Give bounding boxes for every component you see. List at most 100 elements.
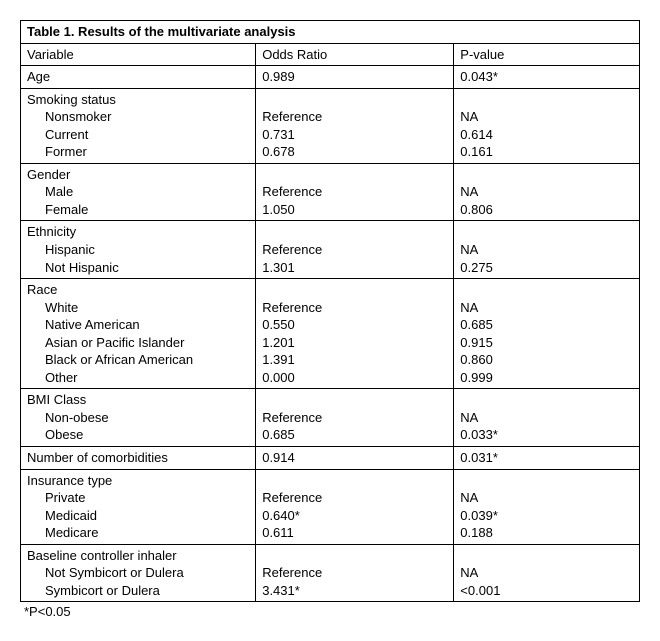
value-p: NA	[460, 184, 478, 199]
header-odds-ratio: Odds Ratio	[256, 43, 454, 66]
value-p: 0.806	[460, 202, 493, 217]
value-or: Reference	[262, 490, 322, 505]
group-label: Ethnicity	[27, 224, 76, 239]
sub-label: Obese	[45, 427, 83, 442]
value-or: 1.391	[262, 352, 295, 367]
value-p: 0.188	[460, 525, 493, 540]
value-p: 0.275	[460, 260, 493, 275]
cell-p: NA 0.275	[454, 221, 640, 279]
sub-label: Current	[45, 127, 88, 142]
group-label: BMI Class	[27, 392, 86, 407]
row-age: Age 0.989 0.043*	[21, 66, 640, 89]
value-or: Reference	[262, 300, 322, 315]
sub-label: Female	[45, 202, 88, 217]
value-p: 0.039*	[460, 508, 498, 523]
sub-label: Medicaid	[45, 508, 97, 523]
cell-variable: Race White Native American Asian or Paci…	[21, 279, 256, 389]
value-or: 0.640*	[262, 508, 300, 523]
cell-p: NA 0.806	[454, 163, 640, 221]
value-or: 0.731	[262, 127, 295, 142]
row-gender: Gender Male Female Reference 1.050 NA 0.…	[21, 163, 640, 221]
value-p: NA	[460, 242, 478, 257]
value-p: <0.001	[460, 583, 500, 598]
group-label: Insurance type	[27, 473, 112, 488]
cell-variable: Age	[21, 66, 256, 89]
sub-label: Other	[45, 370, 78, 385]
sub-label: White	[45, 300, 78, 315]
sub-label: Black or African American	[45, 352, 193, 367]
value-p: 0.685	[460, 317, 493, 332]
table-title: Table 1. Results of the multivariate ana…	[21, 21, 640, 44]
row-ethnicity: Ethnicity Hispanic Not Hispanic Referenc…	[21, 221, 640, 279]
value-or: Reference	[262, 109, 322, 124]
cell-or: Reference 0.731 0.678	[256, 88, 454, 163]
cell-or: Reference 0.640* 0.611	[256, 469, 454, 544]
value-p: 0.860	[460, 352, 493, 367]
value-or: Reference	[262, 565, 322, 580]
sub-label: Native American	[45, 317, 140, 332]
sub-label: Not Hispanic	[45, 260, 119, 275]
cell-or: Reference 3.431*	[256, 544, 454, 602]
header-variable: Variable	[21, 43, 256, 66]
value-or: 0.550	[262, 317, 295, 332]
cell-variable: Number of comorbidities	[21, 447, 256, 470]
cell-or: Reference 1.301	[256, 221, 454, 279]
row-bmi: BMI Class Non-obese Obese Reference 0.68…	[21, 389, 640, 447]
cell-p: NA 0.685 0.915 0.860 0.999	[454, 279, 640, 389]
row-race: Race White Native American Asian or Paci…	[21, 279, 640, 389]
sub-label: Male	[45, 184, 73, 199]
cell-p: 0.043*	[454, 66, 640, 89]
cell-or: Reference 0.550 1.201 1.391 0.000	[256, 279, 454, 389]
row-comorbidities: Number of comorbidities 0.914 0.031*	[21, 447, 640, 470]
value-or: 1.201	[262, 335, 295, 350]
cell-variable: BMI Class Non-obese Obese	[21, 389, 256, 447]
sub-label: Non-obese	[45, 410, 109, 425]
cell-p: NA 0.033*	[454, 389, 640, 447]
table-footnote: *P<0.05	[20, 602, 640, 621]
value-or: 3.431*	[262, 583, 300, 598]
value-p: 0.033*	[460, 427, 498, 442]
value-p: 0.161	[460, 144, 493, 159]
sub-label: Asian or Pacific Islander	[45, 335, 184, 350]
sub-label: Medicare	[45, 525, 98, 540]
value-p: NA	[460, 410, 478, 425]
cell-variable: Smoking status Nonsmoker Current Former	[21, 88, 256, 163]
value-p: 0.999	[460, 370, 493, 385]
cell-or: 0.914	[256, 447, 454, 470]
value-p: NA	[460, 490, 478, 505]
sub-label: Symbicort or Dulera	[45, 583, 160, 598]
cell-p: NA 0.039* 0.188	[454, 469, 640, 544]
cell-or: Reference 1.050	[256, 163, 454, 221]
cell-p: NA <0.001	[454, 544, 640, 602]
sub-label: Former	[45, 144, 87, 159]
value-or: 0.611	[262, 525, 294, 540]
header-pvalue: P-value	[454, 43, 640, 66]
cell-or: 0.989	[256, 66, 454, 89]
row-inhaler: Baseline controller inhaler Not Symbicor…	[21, 544, 640, 602]
value-or: 1.050	[262, 202, 295, 217]
value-or: Reference	[262, 184, 322, 199]
value-p: 0.614	[460, 127, 493, 142]
value-or: 0.000	[262, 370, 295, 385]
group-label: Gender	[27, 167, 70, 182]
value-p: 0.915	[460, 335, 493, 350]
cell-variable: Baseline controller inhaler Not Symbicor…	[21, 544, 256, 602]
group-label: Smoking status	[27, 92, 116, 107]
row-smoking: Smoking status Nonsmoker Current Former …	[21, 88, 640, 163]
value-or: Reference	[262, 410, 322, 425]
value-or: 1.301	[262, 260, 295, 275]
cell-p: 0.031*	[454, 447, 640, 470]
results-table: Table 1. Results of the multivariate ana…	[20, 20, 640, 602]
sub-label: Nonsmoker	[45, 109, 111, 124]
cell-variable: Ethnicity Hispanic Not Hispanic	[21, 221, 256, 279]
group-label: Race	[27, 282, 57, 297]
cell-or: Reference 0.685	[256, 389, 454, 447]
cell-p: NA 0.614 0.161	[454, 88, 640, 163]
value-p: NA	[460, 109, 478, 124]
value-or: 0.685	[262, 427, 295, 442]
row-insurance: Insurance type Private Medicaid Medicare…	[21, 469, 640, 544]
cell-variable: Insurance type Private Medicaid Medicare	[21, 469, 256, 544]
value-p: NA	[460, 565, 478, 580]
value-or: 0.678	[262, 144, 295, 159]
value-p: NA	[460, 300, 478, 315]
